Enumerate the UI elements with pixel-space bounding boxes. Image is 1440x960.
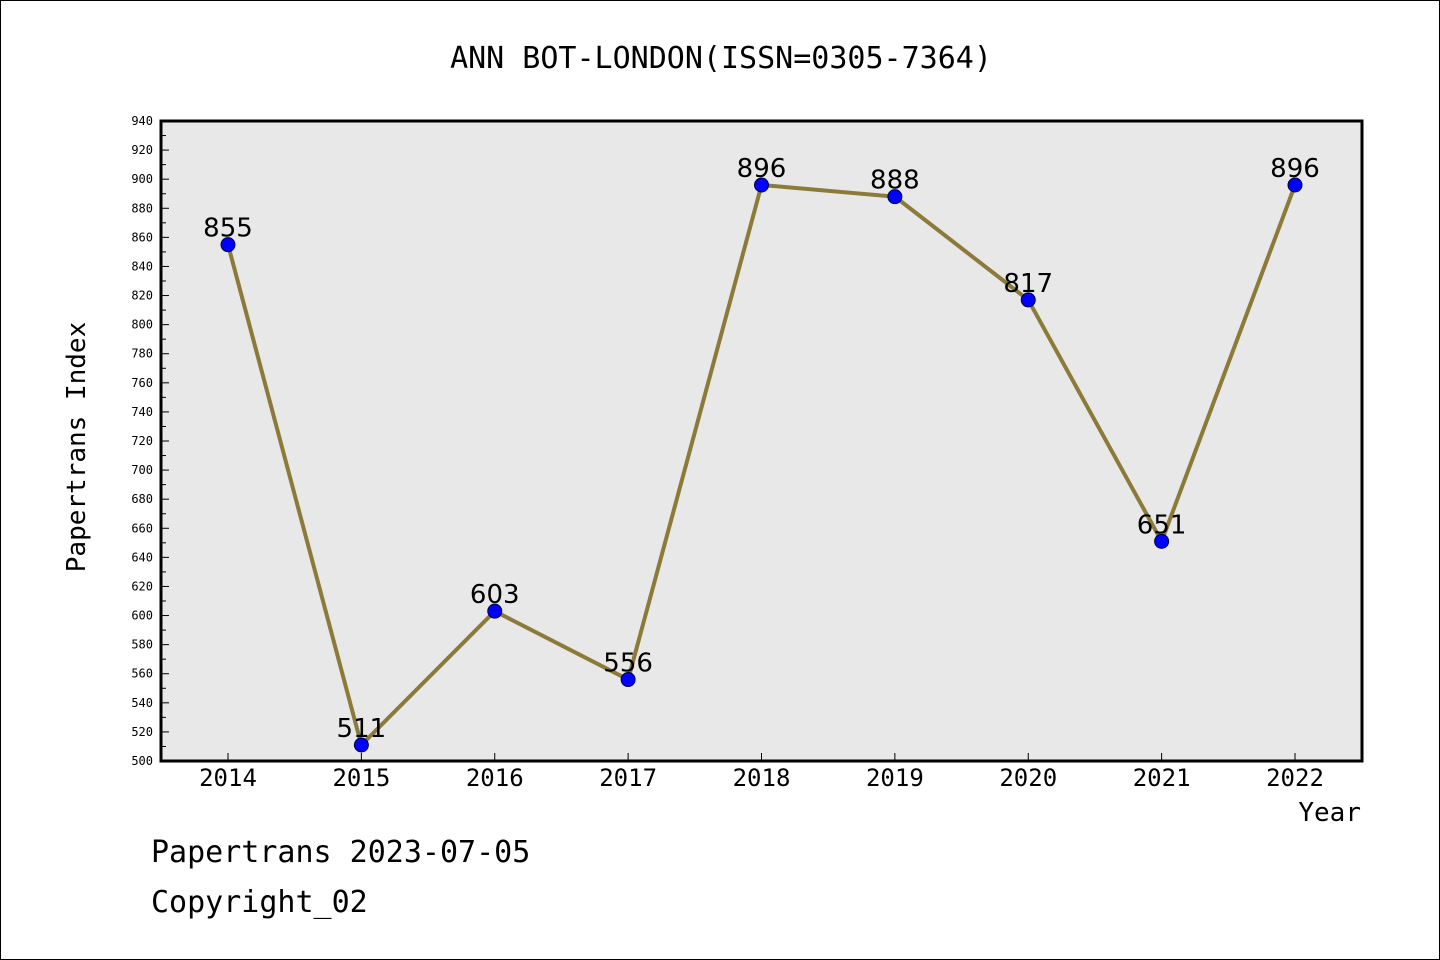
footer-date: Papertrans 2023-07-05 <box>151 835 531 870</box>
x-tick-label: 2018 <box>733 764 791 792</box>
x-tick-label: 2019 <box>866 764 924 792</box>
data-point <box>220 237 236 253</box>
data-label: 511 <box>337 714 387 744</box>
y-tick-label: 560 <box>131 667 153 681</box>
y-tick-label: 900 <box>131 172 153 186</box>
y-tick-label: 760 <box>131 376 153 390</box>
x-axis-ticks: 2014 2015 2016 2017 2018 2019 2020 2021 2022 <box>199 753 1324 792</box>
data-label: 817 <box>1003 269 1053 299</box>
data-point <box>1287 177 1303 193</box>
x-tick-label: 2015 <box>332 764 390 792</box>
y-tick-label: 860 <box>131 230 153 244</box>
data-point <box>754 177 769 193</box>
y-tick-label: 720 <box>131 434 153 448</box>
y-tick-label: 820 <box>131 289 153 303</box>
data-label: 556 <box>603 649 653 679</box>
x-tick-label: 2014 <box>199 764 257 792</box>
y-tick-label: 640 <box>131 550 153 564</box>
x-tick-label: 2017 <box>599 764 657 792</box>
data-label: 651 <box>1137 510 1187 540</box>
data-label: 896 <box>1270 154 1320 184</box>
x-tick-label: 2022 <box>1266 764 1324 792</box>
y-tick-label: 520 <box>131 725 153 739</box>
y-tick-label: 700 <box>131 463 153 477</box>
y-axis-ticks: 500 520 540 560 580 600 620 640 660 680 700 720 740 7… <box>131 114 169 768</box>
y-tick-label: 880 <box>131 201 153 215</box>
y-axis-label: Papertrans Index <box>62 322 92 572</box>
chart-title: ANN BOT-LONDON(ISSN=0305-7364) <box>450 41 992 76</box>
x-axis-label: Year <box>1298 798 1361 828</box>
data-point <box>487 603 503 619</box>
series-layer: 855 511 603 556 896 888 817 651 896 <box>203 154 1320 753</box>
y-tick-label: 940 <box>131 114 153 128</box>
data-point <box>620 672 636 688</box>
data-label: 896 <box>737 154 787 184</box>
footer-copyright: Copyright_02 <box>151 885 368 920</box>
y-tick-label: 500 <box>131 754 153 768</box>
x-tick-label: 2021 <box>1133 764 1191 792</box>
data-label: 855 <box>203 214 253 244</box>
data-point <box>1020 292 1036 308</box>
y-tick-label: 780 <box>131 347 153 361</box>
data-label: 888 <box>870 166 920 196</box>
data-point <box>353 737 369 753</box>
y-tick-label: 540 <box>131 696 153 710</box>
x-tick-label: 2020 <box>999 764 1057 792</box>
y-tick-label: 620 <box>131 579 153 593</box>
y-tick-label: 580 <box>131 638 153 652</box>
x-tick-label: 2016 <box>466 764 524 792</box>
y-tick-label: 920 <box>131 143 153 157</box>
y-tick-label: 800 <box>131 318 153 332</box>
data-label: 603 <box>470 580 520 610</box>
y-tick-label: 660 <box>131 521 153 535</box>
y-tick-label: 840 <box>131 259 153 273</box>
plot-area <box>161 121 1362 761</box>
data-point <box>887 189 903 205</box>
y-tick-label: 680 <box>131 492 153 506</box>
y-tick-label: 600 <box>131 609 153 623</box>
plot-frame <box>159 119 1364 763</box>
y-tick-label: 740 <box>131 405 153 419</box>
data-point <box>1154 533 1170 549</box>
